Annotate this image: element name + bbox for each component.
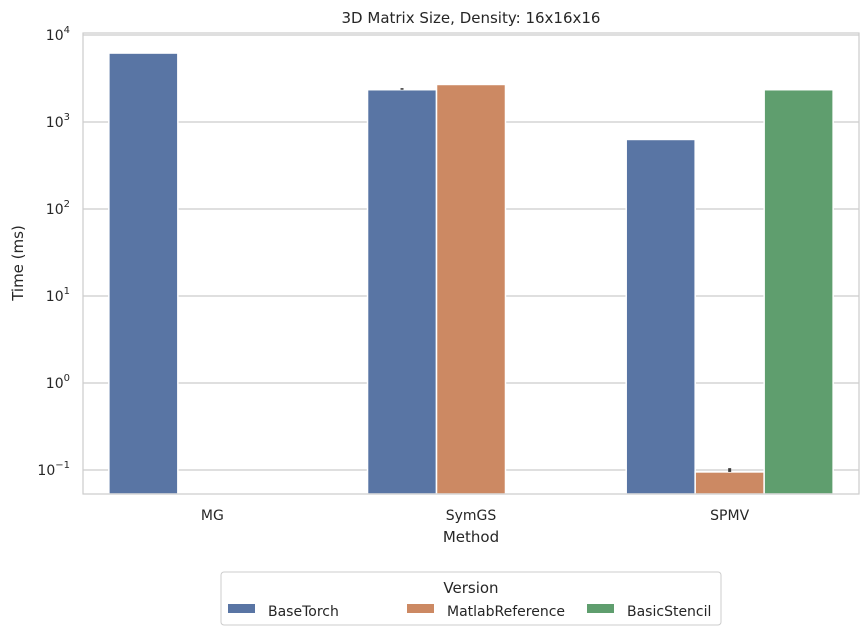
x-tick-label: SPMV bbox=[710, 508, 749, 524]
x-tick-labels: MG SymGS SPMV bbox=[201, 508, 750, 524]
legend-swatch bbox=[228, 604, 255, 613]
y-tick-label: 10−1 bbox=[37, 460, 70, 479]
x-tick-label: SymGS bbox=[446, 508, 497, 524]
bar bbox=[625, 138, 696, 495]
bar bbox=[694, 471, 765, 495]
y-tick-label: 104 bbox=[46, 25, 70, 44]
x-axis-label: Method bbox=[443, 528, 499, 546]
bars bbox=[108, 52, 834, 495]
legend-label: BaseTorch bbox=[268, 604, 339, 620]
error-bars bbox=[400, 88, 732, 472]
x-tick-label: MG bbox=[201, 508, 224, 524]
bar bbox=[108, 52, 179, 495]
legend-swatch bbox=[407, 604, 434, 613]
chart-title: 3D Matrix Size, Density: 16x16x16 bbox=[342, 9, 601, 27]
legend-label: MatlabReference bbox=[447, 604, 565, 620]
legend-swatch bbox=[587, 604, 614, 613]
y-tick-label: 103 bbox=[46, 112, 70, 131]
y-axis-label: Time (ms) bbox=[9, 225, 27, 302]
y-tick-label: 101 bbox=[46, 286, 70, 305]
legend: Version BaseTorch MatlabReference BasicSte… bbox=[220, 571, 722, 626]
bar bbox=[435, 83, 507, 495]
y-tick-label: 102 bbox=[46, 199, 70, 218]
bar bbox=[366, 88, 438, 495]
bar bbox=[763, 88, 834, 495]
legend-items: BaseTorch MatlabReference BasicStencil bbox=[228, 604, 711, 620]
legend-label: BasicStencil bbox=[627, 604, 711, 620]
plot-frame bbox=[82, 32, 860, 495]
y-tick-label: 100 bbox=[46, 373, 70, 392]
legend-title: Version bbox=[443, 579, 498, 597]
y-tick-labels: 10−1 100 101 102 103 104 bbox=[37, 25, 70, 479]
